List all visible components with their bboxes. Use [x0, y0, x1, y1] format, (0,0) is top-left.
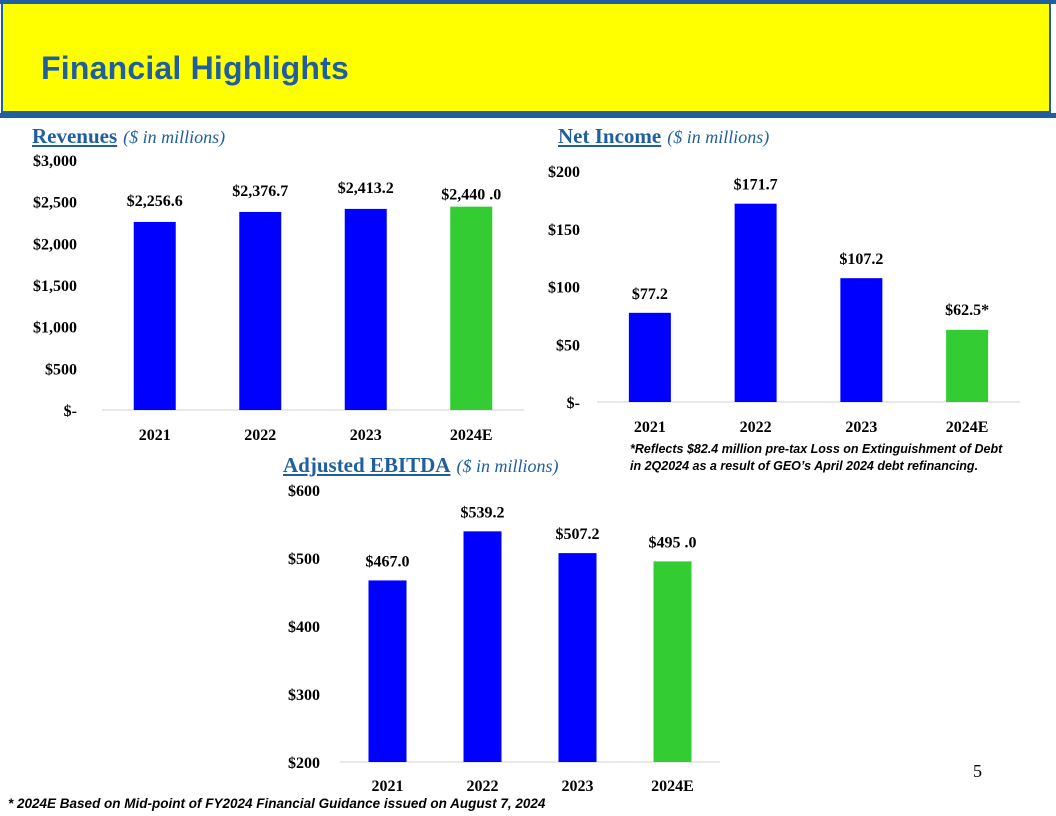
- net-income-title: Net Income: [558, 124, 662, 148]
- net-income-note-line-2: in 2Q2024 as a result of GEO’s April 202…: [630, 458, 979, 473]
- net-income-x-tick-label: 2022: [740, 419, 772, 436]
- page-number: 5: [973, 761, 982, 781]
- revenues-heading: Revenues ($ in millions): [32, 124, 225, 149]
- revenues-y-tick-label: $2,500: [33, 195, 77, 212]
- adjusted-ebitda-value-label: $507.2: [556, 526, 600, 543]
- net-income-y-tick-label: $200: [548, 164, 580, 181]
- net-income-x-tick-label: 2024E: [946, 419, 989, 436]
- net-income-bar-2021: [628, 312, 671, 402]
- top-rule: [0, 0, 1056, 4]
- revenues-x-tick-label: 2021: [139, 427, 171, 444]
- revenues-value-label: $2,376.7: [232, 183, 288, 200]
- adjusted-ebitda-value-label: $467.0: [366, 553, 410, 570]
- net-income-y-tick-label: $150: [548, 222, 580, 239]
- revenues-y-tick-label: $1,500: [33, 278, 77, 295]
- revenues-x-tick-label: 2022: [244, 427, 276, 444]
- net-income-y-tick-label: $50: [556, 337, 580, 354]
- revenues-chart-group: $- $500 $1,000 $1,500 $2,000 $2,500 $3,000 $2,2…: [33, 153, 524, 444]
- adjusted-ebitda-x-tick-label: 2023: [562, 778, 594, 795]
- ebitda-unit: ($ in millions): [456, 456, 559, 476]
- title-banner: Financial Highlights: [1, 4, 1051, 113]
- net-income-note: *Reflects $82.4 million pre-tax Loss on …: [630, 441, 1002, 475]
- net-income-bar-2024e: [946, 329, 989, 402]
- footnote: * 2024E Based on Mid-point of FY2024 Fin…: [8, 796, 546, 811]
- revenues-bar-2022: [239, 211, 282, 410]
- ebitda-title: Adjusted EBITDA: [283, 453, 451, 477]
- adjusted-ebitda-bar-2022: [463, 531, 502, 762]
- net-income-y-tick-label: $-: [567, 395, 580, 412]
- revenues-value-label: $2,256.6: [127, 193, 183, 210]
- adjusted-ebitda-y-tick-label: $600: [288, 483, 320, 500]
- ebitda-heading: Adjusted EBITDA ($ in millions): [283, 453, 558, 478]
- revenues-x-tick-label: 2023: [350, 427, 382, 444]
- revenues-y-tick-label: $-: [64, 403, 77, 420]
- adjusted-ebitda-value-label: $539.2: [461, 504, 505, 521]
- net-income-value-label: $62.5*: [945, 302, 989, 319]
- adjusted-ebitda-bar-2021: [368, 580, 407, 762]
- adjusted-ebitda-y-tick-label: $500: [288, 551, 320, 568]
- revenues-bar-2021: [133, 221, 176, 410]
- net-income-heading: Net Income ($ in millions): [558, 124, 769, 149]
- net-income-x-tick-label: 2021: [634, 419, 666, 436]
- revenues-value-label: $2,413.2: [338, 180, 394, 197]
- revenues-bar-2024e: [450, 206, 493, 410]
- adjusted-ebitda-x-tick-label: 2022: [467, 778, 499, 795]
- net-income-chart-group: $- $50 $100 $150 $200 $77.2 2021 $171.7 2022 $107…: [548, 164, 1020, 436]
- adjusted-ebitda-chart-group: $200 $300 $400 $500 $600 $467.0 2021 $539.2 2022…: [288, 483, 720, 795]
- adjusted-ebitda-x-tick-label: 2024E: [651, 778, 694, 795]
- revenues-y-tick-label: $1,000: [33, 320, 77, 337]
- net-income-value-label: $107.2: [839, 251, 883, 268]
- revenues-y-tick-label: $500: [45, 361, 77, 378]
- adjusted-ebitda-bar-2023: [558, 553, 597, 762]
- revenues-x-tick-label: 2024E: [450, 427, 493, 444]
- revenues-title: Revenues: [32, 124, 118, 148]
- net-income-bar-2023: [840, 278, 883, 402]
- revenues-value-label: $2,440 .0: [441, 187, 501, 204]
- revenues-y-tick-label: $2,000: [33, 236, 77, 253]
- net-income-value-label: $171.7: [734, 177, 778, 194]
- adjusted-ebitda-y-tick-label: $400: [288, 619, 320, 636]
- net-income-y-tick-label: $100: [548, 280, 580, 297]
- banner-bottom-rule: [0, 113, 1056, 118]
- adjusted-ebitda-y-tick-label: $300: [288, 687, 320, 704]
- adjusted-ebitda-bar-2024e: [653, 561, 692, 762]
- net-income-note-line-1: *Reflects $82.4 million pre-tax Loss on …: [630, 442, 1003, 456]
- page-title: Financial Highlights: [41, 50, 350, 86]
- net-income-x-tick-label: 2023: [845, 419, 877, 436]
- revenues-bar-2023: [344, 208, 387, 410]
- revenues-y-tick-label: $3,000: [33, 153, 77, 170]
- adjusted-ebitda-y-tick-label: $200: [288, 755, 320, 772]
- revenues-unit: ($ in millions): [123, 127, 226, 147]
- net-income-unit: ($ in millions): [667, 127, 770, 147]
- adjusted-ebitda-value-label: $495 .0: [649, 534, 697, 551]
- net-income-value-label: $77.2: [632, 286, 668, 303]
- net-income-bar-2022: [734, 203, 777, 402]
- adjusted-ebitda-x-tick-label: 2021: [372, 778, 404, 795]
